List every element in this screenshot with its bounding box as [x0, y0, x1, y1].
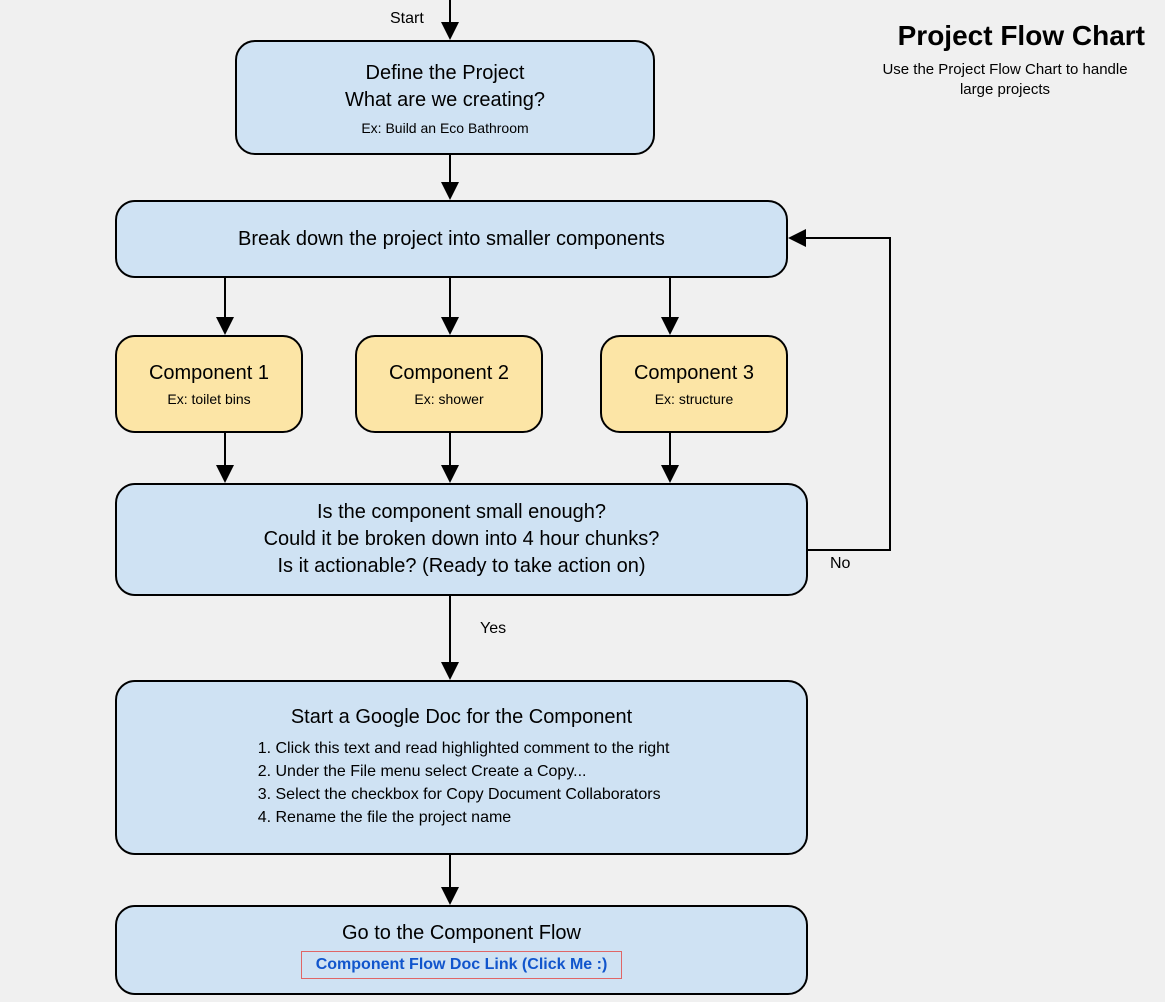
decision-node: Is the component small enough? Could it … [115, 483, 808, 596]
header-title: Project Flow Chart [898, 20, 1145, 52]
no-label: No [830, 555, 850, 573]
define-example: Ex: Build an Eco Bathroom [361, 120, 528, 136]
start-label: Start [390, 10, 424, 28]
component-1-example: Ex: toilet bins [167, 391, 250, 407]
component-1-node: Component 1 Ex: toilet bins [115, 335, 303, 433]
header-subtitle: Use the Project Flow Chart to handle lar… [875, 60, 1135, 99]
googledoc-step-3: Select the checkbox for Copy Document Co… [276, 783, 670, 806]
googledoc-steps: Click this text and read highlighted com… [254, 737, 670, 830]
component-1-title: Component 1 [149, 362, 269, 385]
component-3-node: Component 3 Ex: structure [600, 335, 788, 433]
googledoc-node: Start a Google Doc for the Component Cli… [115, 680, 808, 855]
breakdown-node: Break down the project into smaller comp… [115, 200, 788, 278]
decision-line2: Could it be broken down into 4 hour chun… [264, 526, 660, 553]
googledoc-step-2: Under the File menu select Create a Copy… [276, 760, 670, 783]
component-3-example: Ex: structure [655, 391, 734, 407]
googledoc-step-1: Click this text and read highlighted com… [276, 737, 670, 760]
goto-node: Go to the Component Flow Component Flow … [115, 905, 808, 995]
decision-line1: Is the component small enough? [317, 499, 606, 526]
component-2-title: Component 2 [389, 362, 509, 385]
breakdown-text: Break down the project into smaller comp… [238, 226, 665, 253]
goto-title: Go to the Component Flow [342, 922, 581, 945]
component-flow-link[interactable]: Component Flow Doc Link (Click Me :) [301, 951, 623, 979]
component-3-title: Component 3 [634, 362, 754, 385]
component-2-node: Component 2 Ex: shower [355, 335, 543, 433]
define-line1: Define the Project [366, 60, 525, 87]
decision-line3: Is it actionable? (Ready to take action … [278, 553, 646, 580]
yes-label: Yes [480, 620, 506, 638]
googledoc-title: Start a Google Doc for the Component [291, 706, 632, 729]
googledoc-step-4: Rename the file the project name [276, 806, 670, 829]
define-node: Define the Project What are we creating?… [235, 40, 655, 155]
component-2-example: Ex: shower [414, 391, 483, 407]
define-line2: What are we creating? [345, 87, 545, 114]
